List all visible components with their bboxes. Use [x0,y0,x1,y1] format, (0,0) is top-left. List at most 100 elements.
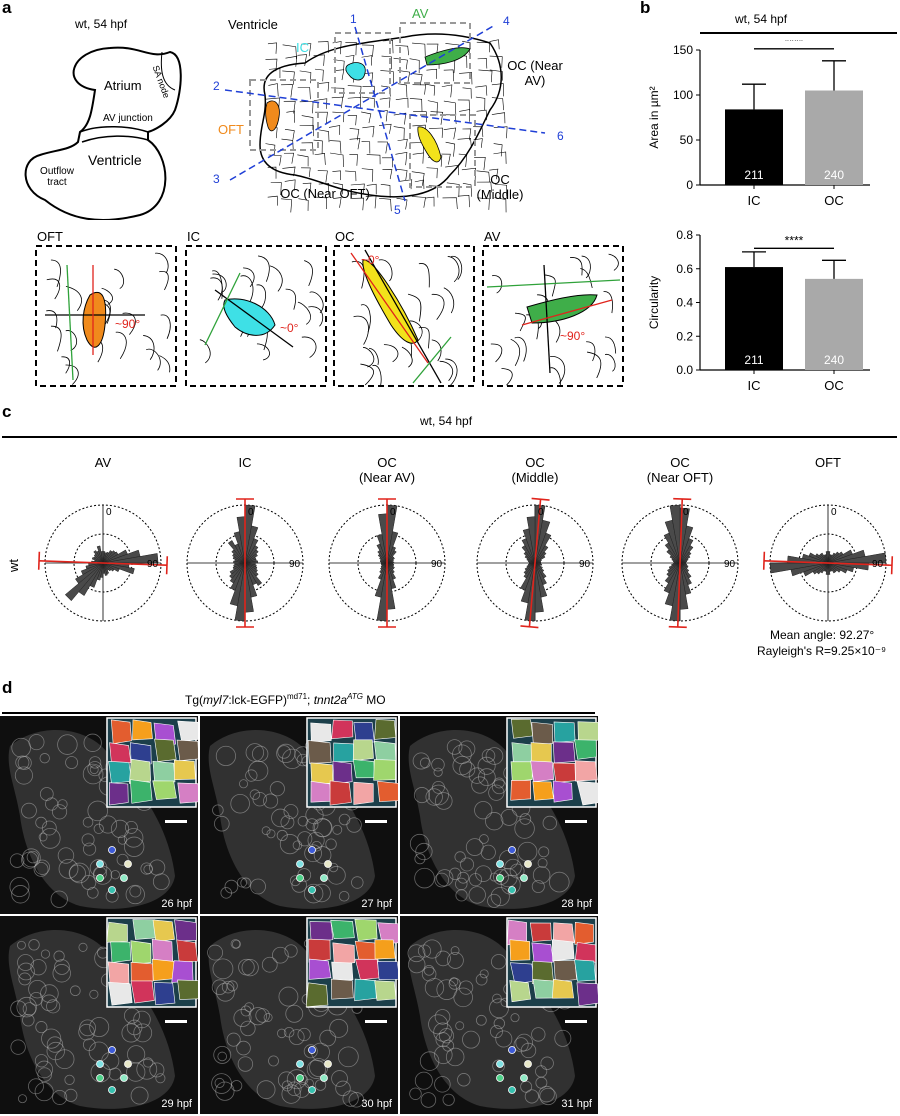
panel-c-title: wt, 54 hpf [420,414,473,428]
region-label-oc-near-oft: OC (Near OFT) [280,186,370,201]
bar-ic [725,267,783,370]
region-label-oft: OFT [218,122,244,137]
tracked-cell-marker [108,886,116,894]
ventricle-map-title: Ventricle [228,17,278,32]
row-label-wt: wt [6,559,21,572]
bar-ic [725,109,783,185]
axis-number-6: 6 [557,129,564,143]
tracked-cell-marker [496,1074,504,1082]
tick-label: 150 [673,43,693,57]
av-junction-label: AV junction [103,113,153,124]
tick-zero: 0 [683,507,689,518]
inset-angle-0: ~90° [115,317,141,331]
panel-d-title: Tg(myl7:lck-EGFP)md71; tnnt2aATG MO [185,692,386,707]
tracked-cell-marker [324,1060,332,1068]
title-mo: tnnt2a [313,693,348,707]
tracked-cell-marker [508,846,516,854]
ventricle-map [224,22,546,213]
significance-stars: **** [785,40,804,48]
tick-zero: 0 [390,507,396,518]
title-suffix: MO [362,693,386,707]
tracked-cell-marker [296,860,304,868]
time-lapse-frame-4: 30 hpf [200,916,398,1114]
tick-label: 0.0 [676,363,693,377]
tracked-cell-marker [108,846,116,854]
frame-time-label: 26 hpf [161,898,192,910]
rose-plot-2: 0 90 [328,498,446,628]
scale-bar [565,820,587,823]
scale-bar [165,1020,187,1023]
tick-label: 0 [686,178,693,192]
region-label-av: AV [412,6,429,21]
inset-angle-3: ~90° [560,329,586,343]
tracked-cell-marker [308,886,316,894]
tick-ninety: 90 [579,559,591,570]
tick-ninety: 90 [724,559,736,570]
tracked-cell-marker [308,1046,316,1054]
rose-plot-4: 0 90 [621,497,739,629]
tracked-cell-marker [524,1060,532,1068]
inset-angle-2: ~0° [361,253,380,267]
tracked-cell-marker [508,1086,516,1094]
segmentation-inset [506,917,598,1008]
rose-title-2: OC [377,455,397,470]
rose-title-0: AV [94,455,112,470]
rayleigh-text: Rayleigh's R=9.25×10⁻⁹ [757,644,887,658]
segmentation-inset [106,717,198,808]
bar-oc [805,278,863,370]
segmentation-inset [506,717,598,808]
title-mo-sup: ATG [347,692,363,701]
tracked-cell-marker [496,1060,504,1068]
rose-title-4: OC [670,455,690,470]
axis-number-4: 4 [503,14,510,28]
time-lapse-frame-1: 27 hpf [200,716,398,914]
rose-wedge [102,553,159,564]
rose-wedge [100,551,104,564]
title-mid: :lck-EGFP) [228,693,288,707]
tick-label: 0.2 [676,329,693,343]
region-label-oc-middle: OC (Middle) [476,172,524,202]
region-label-ic: IC [296,40,309,55]
frame-time-label: 30 hpf [361,1098,392,1110]
segmentation-inset [305,917,398,1008]
title-sep: ; [307,693,314,707]
time-lapse-frame-2: 28 hpf [400,716,598,914]
scale-bar [165,820,187,823]
title-gene: myl7 [203,693,229,707]
axis-number-1: 1 [350,12,357,26]
tracked-cell-marker [508,886,516,894]
tracked-cell-marker [320,874,328,882]
title-prefix: Tg( [185,693,203,707]
tracked-cell-marker [308,846,316,854]
panel-b-title: wt, 54 hpf [735,12,788,26]
bar-oc [805,90,863,185]
tracked-cell-marker [96,1074,104,1082]
tick-label: 0.8 [676,228,693,242]
rose-subtitle-2: (Near AV) [358,470,416,485]
rose-subtitle-3: (Middle) [511,470,559,485]
tracked-cell-marker [108,1046,116,1054]
category-label: OC [824,378,844,393]
tracked-cell-marker [124,1060,132,1068]
axis-number-3: 3 [213,172,220,186]
segmentation-inset [306,717,398,808]
significance-stars: **** [785,233,804,247]
panel-label-d: d [2,678,13,697]
rose-plot-3: 0 90 [476,497,594,629]
panel-d-title-rule [2,712,595,714]
bar-n-label: 211 [744,353,763,367]
rose-title-1: IC [238,455,252,470]
tracked-cell-marker [524,860,532,868]
panel-c-title-rule [2,436,897,438]
tick-ninety: 90 [289,559,301,570]
category-label: IC [748,193,761,208]
tracked-cell-marker [320,1074,328,1082]
rose-plot-0: 0 90 [37,504,169,622]
region-label-oc-near-av: OC (Near AV) [507,58,563,88]
tracked-cell-marker [96,1060,104,1068]
inset-title-2: OC [335,229,355,244]
inset-title-0: OFT [37,229,63,244]
tracked-cell-marker [520,874,528,882]
tick-label: 100 [673,88,693,102]
tracked-cell-marker [324,860,332,868]
